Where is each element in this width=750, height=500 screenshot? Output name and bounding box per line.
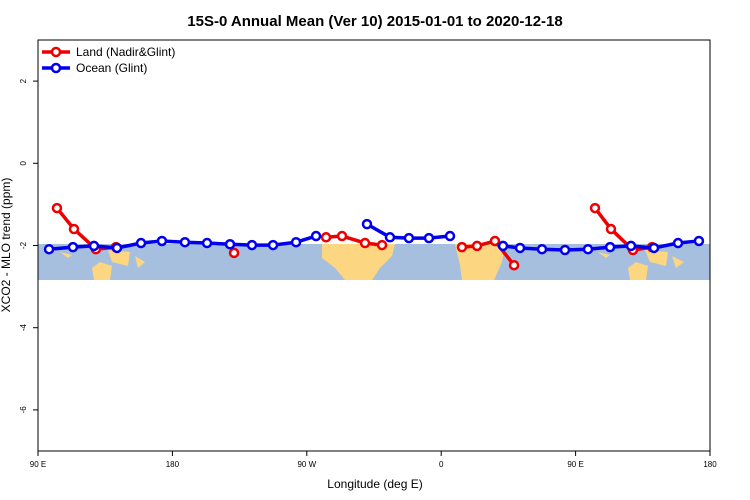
y-tick-label: -2	[19, 241, 28, 249]
point	[582, 243, 594, 255]
point	[43, 243, 55, 255]
point	[361, 218, 373, 230]
x-tick-label: 90 E	[567, 460, 583, 469]
point	[559, 244, 571, 256]
x-tick-label: 0	[439, 460, 444, 469]
point	[693, 235, 705, 247]
south-america	[455, 244, 505, 280]
point	[67, 241, 79, 253]
y-tick-label: -4	[19, 324, 28, 332]
point	[376, 239, 388, 251]
point	[604, 241, 616, 253]
point	[384, 232, 396, 243]
point	[536, 243, 548, 255]
point	[471, 240, 483, 252]
point	[336, 230, 348, 242]
point	[648, 242, 660, 254]
point	[444, 230, 456, 242]
series-line	[55, 206, 653, 267]
africa	[322, 244, 395, 280]
y-tick-label: -6	[19, 406, 28, 414]
point	[111, 242, 123, 254]
point	[514, 242, 526, 254]
point	[497, 240, 509, 252]
point	[51, 202, 63, 214]
legend-label: Ocean (Glint)	[76, 61, 147, 75]
x-tick-label: 90 W	[297, 460, 316, 469]
x-tick-label: 180	[703, 460, 717, 469]
point	[290, 236, 302, 248]
chart-title: 15S-0 Annual Mean (Ver 10) 2015-01-01 to…	[187, 13, 562, 30]
islands	[60, 250, 145, 268]
point	[320, 232, 332, 243]
point	[68, 223, 80, 235]
point	[672, 237, 684, 249]
point	[156, 235, 168, 247]
point	[246, 239, 258, 251]
point	[456, 241, 468, 253]
x-tick-label: 180	[166, 460, 180, 469]
point	[423, 232, 435, 244]
point	[508, 259, 520, 271]
point	[267, 239, 279, 251]
y-tick-label: 2	[19, 78, 28, 83]
point	[489, 235, 501, 247]
australia	[92, 262, 112, 280]
legend-label: Land (Nadir&Glint)	[76, 45, 175, 59]
point	[605, 223, 617, 235]
point	[403, 232, 415, 244]
y-axis-title: XCO2 - MLO trend (ppm)	[0, 178, 13, 313]
point	[135, 237, 147, 249]
point	[88, 240, 100, 252]
point	[625, 240, 637, 252]
point	[201, 237, 213, 249]
point	[228, 247, 240, 259]
legend-marker	[50, 46, 62, 58]
australia-2	[598, 250, 684, 280]
point	[359, 237, 371, 249]
x-axis-title: Longitude (deg E)	[327, 477, 422, 491]
point	[179, 236, 191, 248]
point	[224, 239, 236, 250]
legend-marker	[50, 62, 62, 74]
y-tick-label: 0	[19, 161, 28, 166]
x-tick-label: 90 E	[30, 460, 46, 469]
point	[310, 230, 322, 242]
point	[589, 202, 601, 214]
